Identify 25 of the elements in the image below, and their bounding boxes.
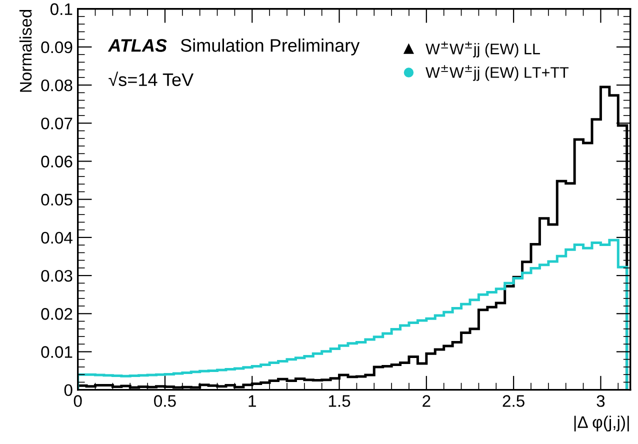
x-tick-label: 1.5 [328, 395, 350, 407]
y-tick-label: 0.05 [41, 194, 72, 206]
y-tick-label: 0.03 [41, 270, 72, 282]
y-tick-label: 0 [64, 384, 72, 396]
x-tick-label: 3 [596, 395, 605, 407]
y-tick-label: 0.02 [41, 308, 72, 320]
y-tick-label: 0.07 [41, 118, 72, 130]
x-tick-label: 2.5 [502, 395, 524, 407]
y-tick-label: 0.06 [41, 156, 72, 168]
annotation: ATLAS [108, 39, 167, 52]
x-tick-label: 1 [248, 395, 256, 407]
x-tick-label: 0 [74, 395, 82, 407]
legend-label: W$^{±}$W$^{±}$jj (EW) LT+TT [426, 65, 569, 81]
y-tick-label: 0.01 [41, 346, 72, 358]
annotation: Simulation Preliminary [180, 38, 360, 56]
x-tick-label: 0.5 [154, 395, 176, 407]
y-tick-label: 0.1 [50, 3, 72, 16]
y-tick-label: 0.09 [41, 41, 72, 54]
x-axis-title: |Δ φ(j,j)| [574, 416, 629, 432]
y-tick-label: 0.08 [41, 79, 72, 92]
legend-label: W$^{±}$W$^{±}$jj (EW) LL [426, 42, 540, 58]
y-axis-title: Normalised [19, 10, 32, 92]
y-tick-label: 0.04 [41, 232, 72, 244]
x-tick-label: 2 [422, 395, 430, 407]
annotation: √s=14 TeV [108, 72, 194, 86]
